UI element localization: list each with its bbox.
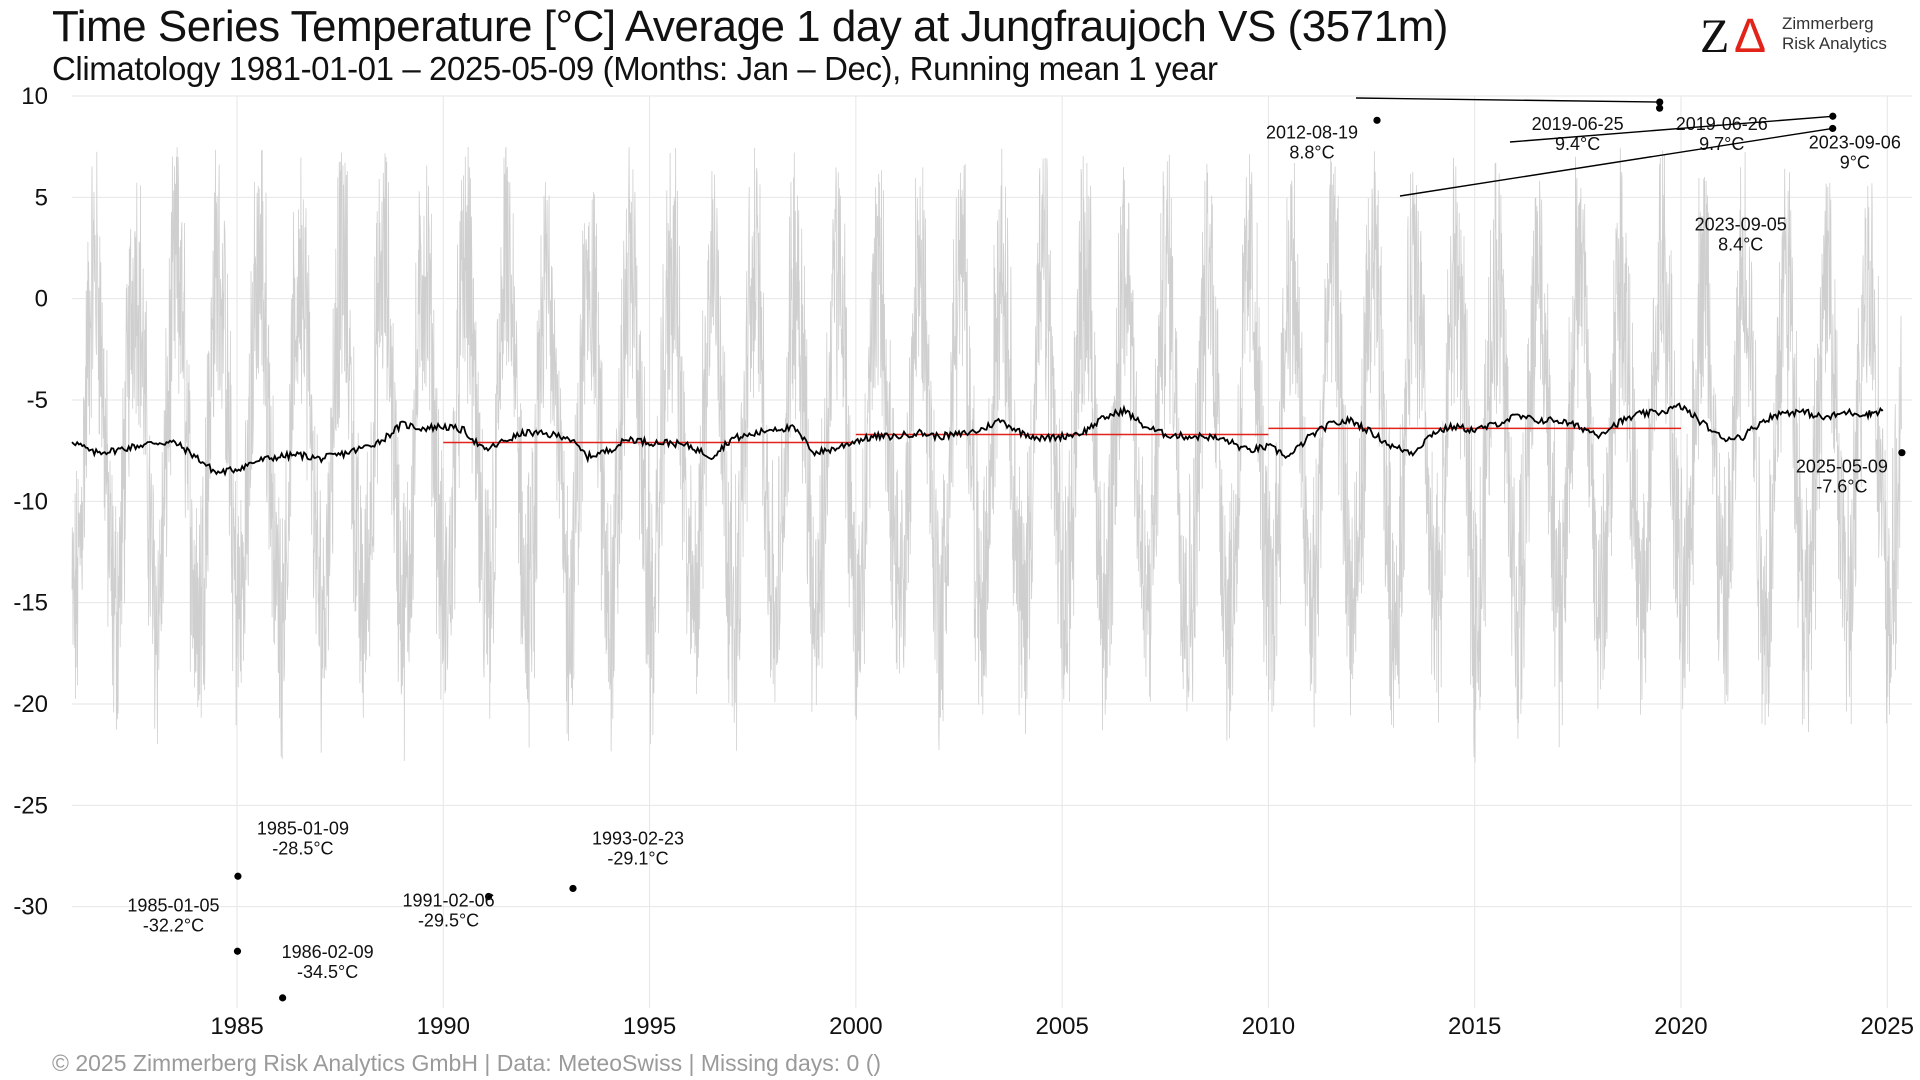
y-tick-label: -25 <box>13 792 48 819</box>
extreme-value-label: -32.2°C <box>143 915 204 935</box>
y-tick-label: -20 <box>13 691 48 718</box>
extreme-value-label: -28.5°C <box>272 838 333 858</box>
x-tick-label: 2025 <box>1861 1013 1914 1040</box>
y-tick-label: -15 <box>13 590 48 617</box>
temperature-chart: 2012-08-198.8°C 2019-06-259.4°C 2019-06-26… <box>13 83 1914 1040</box>
running-mean-line <box>71 402 1884 477</box>
annotation-leader-line <box>1399 127 1833 197</box>
extreme-point <box>1656 104 1664 112</box>
extreme-point <box>1829 112 1837 120</box>
extreme-point <box>279 994 287 1002</box>
logo-line-2: Risk Analytics <box>1782 34 1887 53</box>
extreme-point <box>1898 449 1906 457</box>
extreme-date-label: 1986-02-09 <box>282 942 374 962</box>
extreme-date-label: 2025-05-09 <box>1796 457 1888 477</box>
extreme-point <box>1829 124 1837 133</box>
extreme-date-label: 1991-02-06 <box>403 891 495 911</box>
running-mean-layer <box>71 402 1884 477</box>
daily-temperature-line <box>71 146 1902 763</box>
extreme-point <box>234 872 242 880</box>
axis-labels-layer: 10 5 0 -5 -10 -15 -20 -25 -30 1985 1990 1995 2000 200… <box>13 83 1914 1040</box>
extreme-point <box>1656 98 1664 106</box>
extreme-date-label: 2023-09-05 <box>1695 214 1787 234</box>
y-tick-label: -30 <box>13 894 48 921</box>
x-tick-label: 2005 <box>1035 1013 1088 1040</box>
annotation-leader-line <box>1355 97 1660 103</box>
x-tick-label: 2015 <box>1448 1013 1501 1040</box>
extreme-point <box>484 892 493 901</box>
extreme-value-label: -7.6°C <box>1816 477 1867 497</box>
logo-delta-mark: Δ <box>1734 10 1766 60</box>
y-tick-label: -10 <box>13 488 48 515</box>
extreme-point <box>1373 116 1381 124</box>
logo-wordmark: Zimmerberg Risk Analytics <box>1782 14 1887 54</box>
footer-credit: © 2025 Zimmerberg Risk Analytics GmbH | … <box>52 1050 882 1076</box>
extreme-value-label: -34.5°C <box>297 962 358 982</box>
x-tick-label: 2000 <box>829 1013 882 1040</box>
x-tick-label: 2010 <box>1242 1013 1295 1040</box>
y-tick-label: -5 <box>27 387 48 414</box>
extreme-value-label: 9.4°C <box>1555 134 1600 154</box>
extreme-date-label: 2019-06-26 <box>1676 114 1768 134</box>
extreme-value-label: 9°C <box>1840 152 1870 172</box>
extreme-date-label: 2023-09-06 <box>1809 132 1901 152</box>
chart-title: Time Series Temperature [°C] Average 1 d… <box>52 2 1448 51</box>
x-tick-label: 1985 <box>210 1013 263 1040</box>
logo-line-1: Zimmerberg <box>1782 14 1874 33</box>
x-tick-label: 1990 <box>417 1013 470 1040</box>
extreme-value-label: -29.1°C <box>607 848 668 868</box>
y-tick-label: 5 <box>35 184 48 211</box>
extreme-date-label: 2012-08-19 <box>1266 122 1358 142</box>
company-logo: Z Δ <box>1700 10 1766 60</box>
extreme-date-label: 1993-02-23 <box>592 828 684 848</box>
extreme-annotations-layer: 2012-08-198.8°C 2019-06-259.4°C 2019-06-26… <box>127 97 1906 1002</box>
extreme-date-label: 2019-06-25 <box>1532 114 1624 134</box>
daily-series-layer <box>71 146 1902 763</box>
extreme-value-label: -29.5°C <box>418 911 479 931</box>
logo-z-mark: Z <box>1700 10 1729 60</box>
x-tick-label: 2020 <box>1654 1013 1707 1040</box>
y-tick-label: 0 <box>35 286 48 313</box>
extreme-value-label: 8.8°C <box>1289 142 1334 162</box>
extreme-date-label: 1985-01-09 <box>257 818 349 838</box>
y-tick-label: 10 <box>21 83 48 110</box>
extreme-date-label: 1985-01-05 <box>127 895 219 915</box>
annotation-leader-line <box>1509 115 1833 143</box>
x-tick-label: 1995 <box>623 1013 676 1040</box>
extreme-value-label: 9.7°C <box>1699 134 1744 154</box>
extreme-point <box>233 947 242 955</box>
extreme-point <box>569 884 577 893</box>
extreme-value-label: 8.4°C <box>1718 234 1763 254</box>
chart-subtitle: Climatology 1981-01-01 – 2025-05-09 (Mon… <box>52 50 1218 87</box>
